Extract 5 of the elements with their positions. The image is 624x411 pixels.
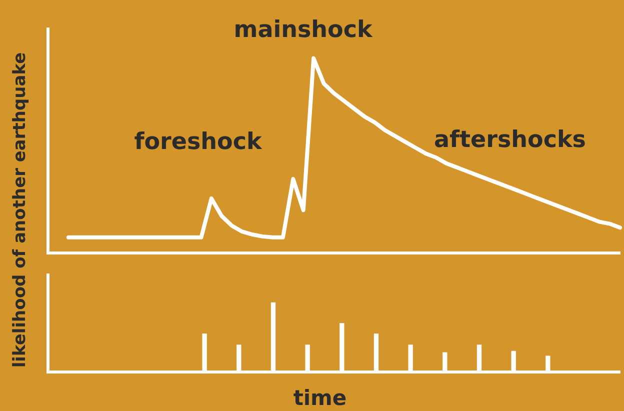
text: mainshock [234,17,372,43]
x-axis-title: time [293,386,347,410]
annotation: aftershocks [434,127,586,153]
y-axis-title: likelihood of another earthquake [10,51,30,370]
annotation: foreshock [134,129,262,155]
